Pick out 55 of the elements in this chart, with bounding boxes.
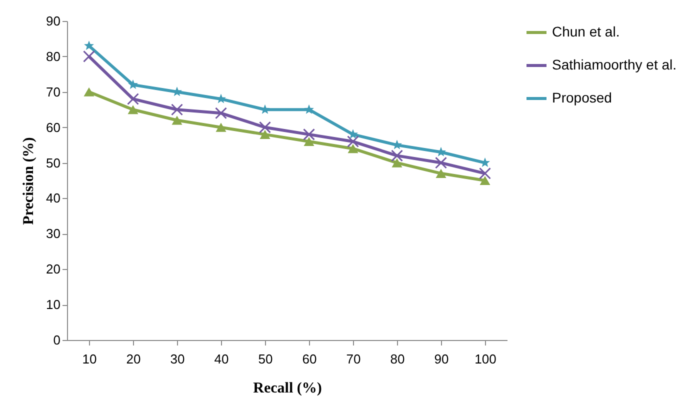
- point: [172, 116, 182, 125]
- point: [171, 104, 183, 116]
- x-tick-label: 20: [126, 352, 141, 366]
- point: [348, 129, 358, 139]
- point: [259, 121, 271, 134]
- point: [436, 168, 446, 178]
- y-axis-title: Precision (%): [21, 137, 38, 225]
- legend-label: Chun et al.: [552, 24, 620, 40]
- x-tick-label: 30: [170, 352, 185, 366]
- point: [216, 94, 226, 104]
- point: [480, 176, 490, 186]
- point: [435, 156, 447, 169]
- point: [127, 92, 139, 105]
- legend-label: Proposed: [552, 90, 612, 106]
- legend-label: Sathiamoorthy et al.: [552, 56, 677, 72]
- x-tick-label: 80: [390, 352, 405, 366]
- y-tick-label: 20: [46, 262, 60, 277]
- point: [347, 136, 359, 148]
- y-tick-label: 10: [46, 297, 60, 312]
- point: [260, 130, 270, 139]
- point: [128, 105, 138, 114]
- point: [480, 158, 490, 168]
- point: [436, 146, 446, 156]
- x-tick-label: 10: [82, 352, 97, 366]
- point: [348, 144, 358, 154]
- y-tick-label: 50: [46, 155, 60, 170]
- point: [392, 158, 402, 168]
- x-tick-label: 70: [346, 352, 361, 366]
- point: [215, 107, 227, 120]
- y-tick-label: 70: [46, 84, 60, 100]
- x-tick-label: 100: [474, 352, 496, 366]
- point: [303, 128, 315, 140]
- point: [84, 40, 94, 50]
- y-tick-label: 30: [46, 226, 60, 242]
- y-tick-label: 90: [46, 14, 60, 28]
- y-tick-label: 0: [53, 332, 60, 348]
- x-tick-label: 90: [434, 352, 449, 366]
- point: [304, 104, 314, 114]
- y-tick-label: 60: [46, 120, 60, 135]
- point: [391, 150, 403, 162]
- x-axis-title: Recall (%): [253, 380, 322, 396]
- point: [304, 136, 314, 146]
- x-tick-label: 60: [302, 352, 317, 366]
- point: [479, 167, 491, 180]
- x-tick-label: 50: [258, 352, 273, 366]
- y-tick-label: 40: [46, 190, 60, 206]
- point: [392, 140, 402, 150]
- point: [260, 104, 270, 114]
- point: [216, 122, 226, 132]
- point: [83, 50, 95, 62]
- point: [128, 80, 138, 90]
- point: [84, 87, 94, 96]
- y-tick-label: 80: [46, 48, 60, 64]
- point: [172, 86, 182, 96]
- x-tick-label: 40: [214, 352, 229, 366]
